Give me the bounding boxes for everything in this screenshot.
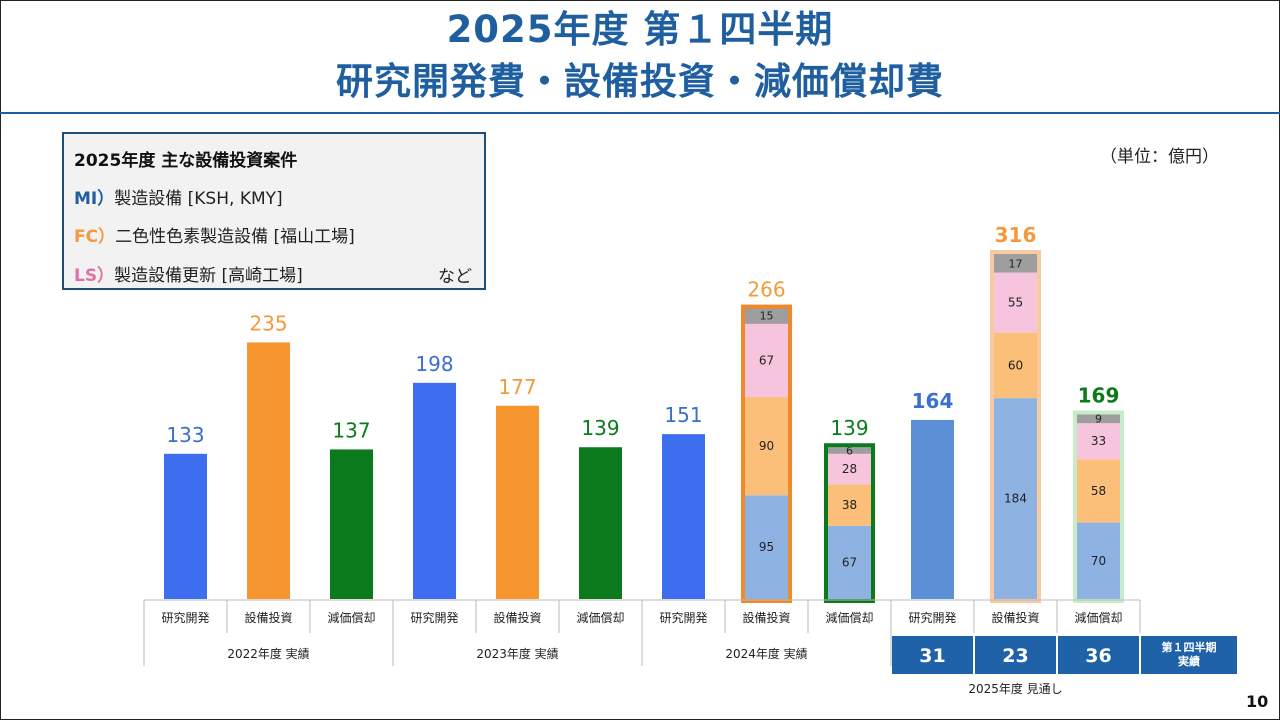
case-tag-fc: FC） xyxy=(74,227,116,247)
slide-title: 2025年度 第１四半期 研究開発費・設備投資・減価償却費 xyxy=(0,4,1280,108)
unit-label: （単位：億円） xyxy=(1100,147,1219,167)
case-text-mi: 製造設備 [KSH, KMY] xyxy=(114,189,283,209)
case-tag-mi: MI） xyxy=(74,189,115,209)
case-item-ls: LS）製造設備更新 [高崎工場] xyxy=(74,261,303,286)
page-number: 10 xyxy=(1246,692,1269,711)
case-item-fc: FC）二色性色素製造設備 [福山工場] xyxy=(74,222,355,247)
case-text-fc: 二色性色素製造設備 [福山工場] xyxy=(115,227,355,247)
case-tag-ls: LS） xyxy=(74,266,115,286)
title-line-2: 研究開発費・設備投資・減価償却費 xyxy=(336,60,944,103)
case-text-ls: 製造設備更新 [高崎工場] xyxy=(114,266,303,286)
title-divider xyxy=(0,112,1280,114)
cases-box-title: 2025年度 主な設備投資案件 xyxy=(74,151,298,171)
capex-cases-box: 2025年度 主な設備投資案件 MI）製造設備 [KSH, KMY] FC）二色… xyxy=(62,132,486,290)
title-line-1: 2025年度 第１四半期 xyxy=(446,8,834,51)
cases-suffix: など xyxy=(438,267,472,287)
case-item-mi: MI）製造設備 [KSH, KMY] xyxy=(74,184,283,209)
